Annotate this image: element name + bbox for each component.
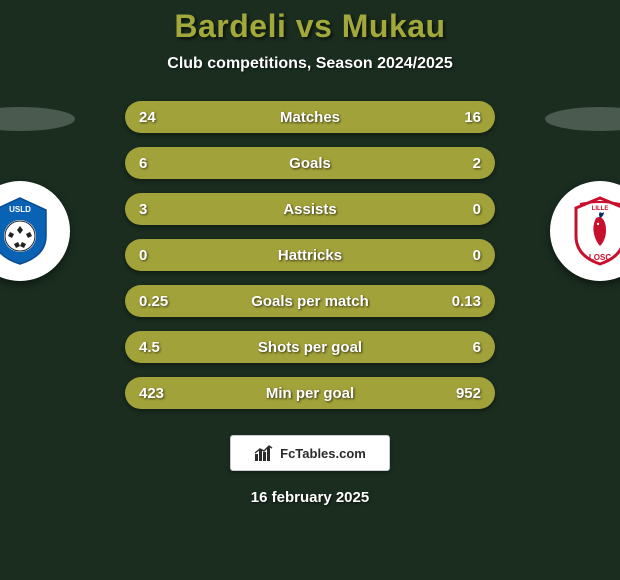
stat-right-value: 0.13 [441, 293, 481, 310]
stat-right-value: 2 [441, 155, 481, 172]
usld-logo-icon: USLD [0, 196, 50, 266]
page-title: Bardeli vs Mukau [174, 8, 445, 45]
right-team-badge: LILLE LOSC [550, 181, 620, 281]
stat-row-assists: 3 Assists 0 [125, 193, 495, 225]
stat-left-value: 6 [139, 155, 179, 172]
date-text: 16 february 2025 [251, 489, 369, 506]
subtitle: Club competitions, Season 2024/2025 [167, 55, 452, 73]
svg-text:LILLE: LILLE [592, 206, 609, 212]
stat-right-value: 6 [441, 339, 481, 356]
stat-right-value: 0 [441, 247, 481, 264]
stat-row-goals-per-match: 0.25 Goals per match 0.13 [125, 285, 495, 317]
right-shadow-ellipse [545, 107, 620, 131]
bar-chart-icon [254, 444, 274, 462]
stat-right-value: 952 [441, 385, 481, 402]
stat-row-matches: 24 Matches 16 [125, 101, 495, 133]
stat-left-value: 24 [139, 109, 179, 126]
stat-label: Hattricks [179, 247, 441, 264]
stat-label: Matches [179, 109, 441, 126]
stat-label: Assists [179, 201, 441, 218]
brand-box[interactable]: FcTables.com [230, 435, 390, 471]
stat-left-value: 3 [139, 201, 179, 218]
brand-text: FcTables.com [280, 446, 366, 461]
stat-row-goals: 6 Goals 2 [125, 147, 495, 179]
stat-label: Shots per goal [179, 339, 441, 356]
stat-label: Goals per match [179, 293, 441, 310]
stat-row-min-per-goal: 423 Min per goal 952 [125, 377, 495, 409]
left-shadow-ellipse [0, 107, 75, 131]
content-wrapper: Bardeli vs Mukau Club competitions, Seas… [0, 0, 620, 580]
losc-logo-icon: LILLE LOSC [572, 196, 620, 266]
stat-label: Min per goal [179, 385, 441, 402]
svg-text:LOSC: LOSC [589, 253, 611, 262]
svg-text:USLD: USLD [9, 205, 31, 214]
stat-left-value: 4.5 [139, 339, 179, 356]
stat-right-value: 16 [441, 109, 481, 126]
stat-label: Goals [179, 155, 441, 172]
stat-left-value: 423 [139, 385, 179, 402]
stat-left-value: 0 [139, 247, 179, 264]
left-team-badge: USLD [0, 181, 70, 281]
stat-right-value: 0 [441, 201, 481, 218]
stat-row-hattricks: 0 Hattricks 0 [125, 239, 495, 271]
stat-left-value: 0.25 [139, 293, 179, 310]
stats-area: USLD LILLE LOSC 24 Ma [0, 101, 620, 409]
stat-row-shots-per-goal: 4.5 Shots per goal 6 [125, 331, 495, 363]
